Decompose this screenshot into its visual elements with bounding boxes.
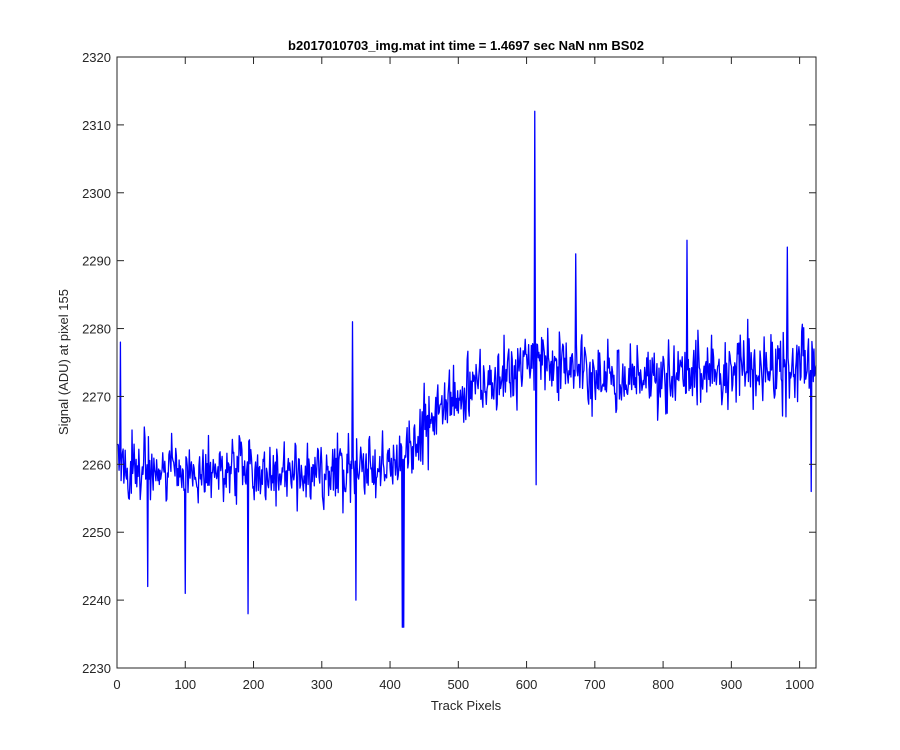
y-tick-label: 2230 bbox=[82, 661, 111, 676]
series-group bbox=[117, 110, 817, 628]
x-tick-label: 600 bbox=[516, 677, 538, 692]
y-tick-label: 2280 bbox=[82, 322, 111, 337]
y-tick-label: 2320 bbox=[82, 50, 111, 65]
x-axis: 0 100 200 300 400 500 600 700 800 900 1000 bbox=[113, 57, 814, 692]
y-tick-label: 2270 bbox=[82, 389, 111, 404]
x-tick-label: 400 bbox=[379, 677, 401, 692]
y-tick-label: 2300 bbox=[82, 186, 111, 201]
x-tick-label: 800 bbox=[652, 677, 674, 692]
x-tick-label: 700 bbox=[584, 677, 606, 692]
y-tick-label: 2260 bbox=[82, 457, 111, 472]
x-tick-label: 200 bbox=[243, 677, 265, 692]
x-tick-label: 100 bbox=[174, 677, 196, 692]
plot-frame bbox=[116, 56, 817, 669]
x-tick-label: 900 bbox=[721, 677, 743, 692]
y-axis: 2230 2240 2250 2260 2270 2280 2290 2300 2310 2320 bbox=[82, 50, 816, 676]
x-tick-label: 0 bbox=[113, 677, 120, 692]
x-tick-label: 500 bbox=[447, 677, 469, 692]
chart-title: b2017010703_img.mat int time = 1.4697 se… bbox=[288, 38, 644, 53]
series-line-signal bbox=[117, 110, 817, 628]
x-tick-label: 300 bbox=[311, 677, 333, 692]
y-tick-label: 2250 bbox=[82, 525, 111, 540]
y-tick-label: 2290 bbox=[82, 254, 111, 269]
x-tick-label: 1000 bbox=[785, 677, 814, 692]
y-tick-label: 2310 bbox=[82, 118, 111, 133]
y-tick-label: 2240 bbox=[82, 593, 111, 608]
x-axis-label: Track Pixels bbox=[431, 698, 502, 713]
y-axis-label: Signal (ADU) at pixel 155 bbox=[56, 289, 71, 435]
